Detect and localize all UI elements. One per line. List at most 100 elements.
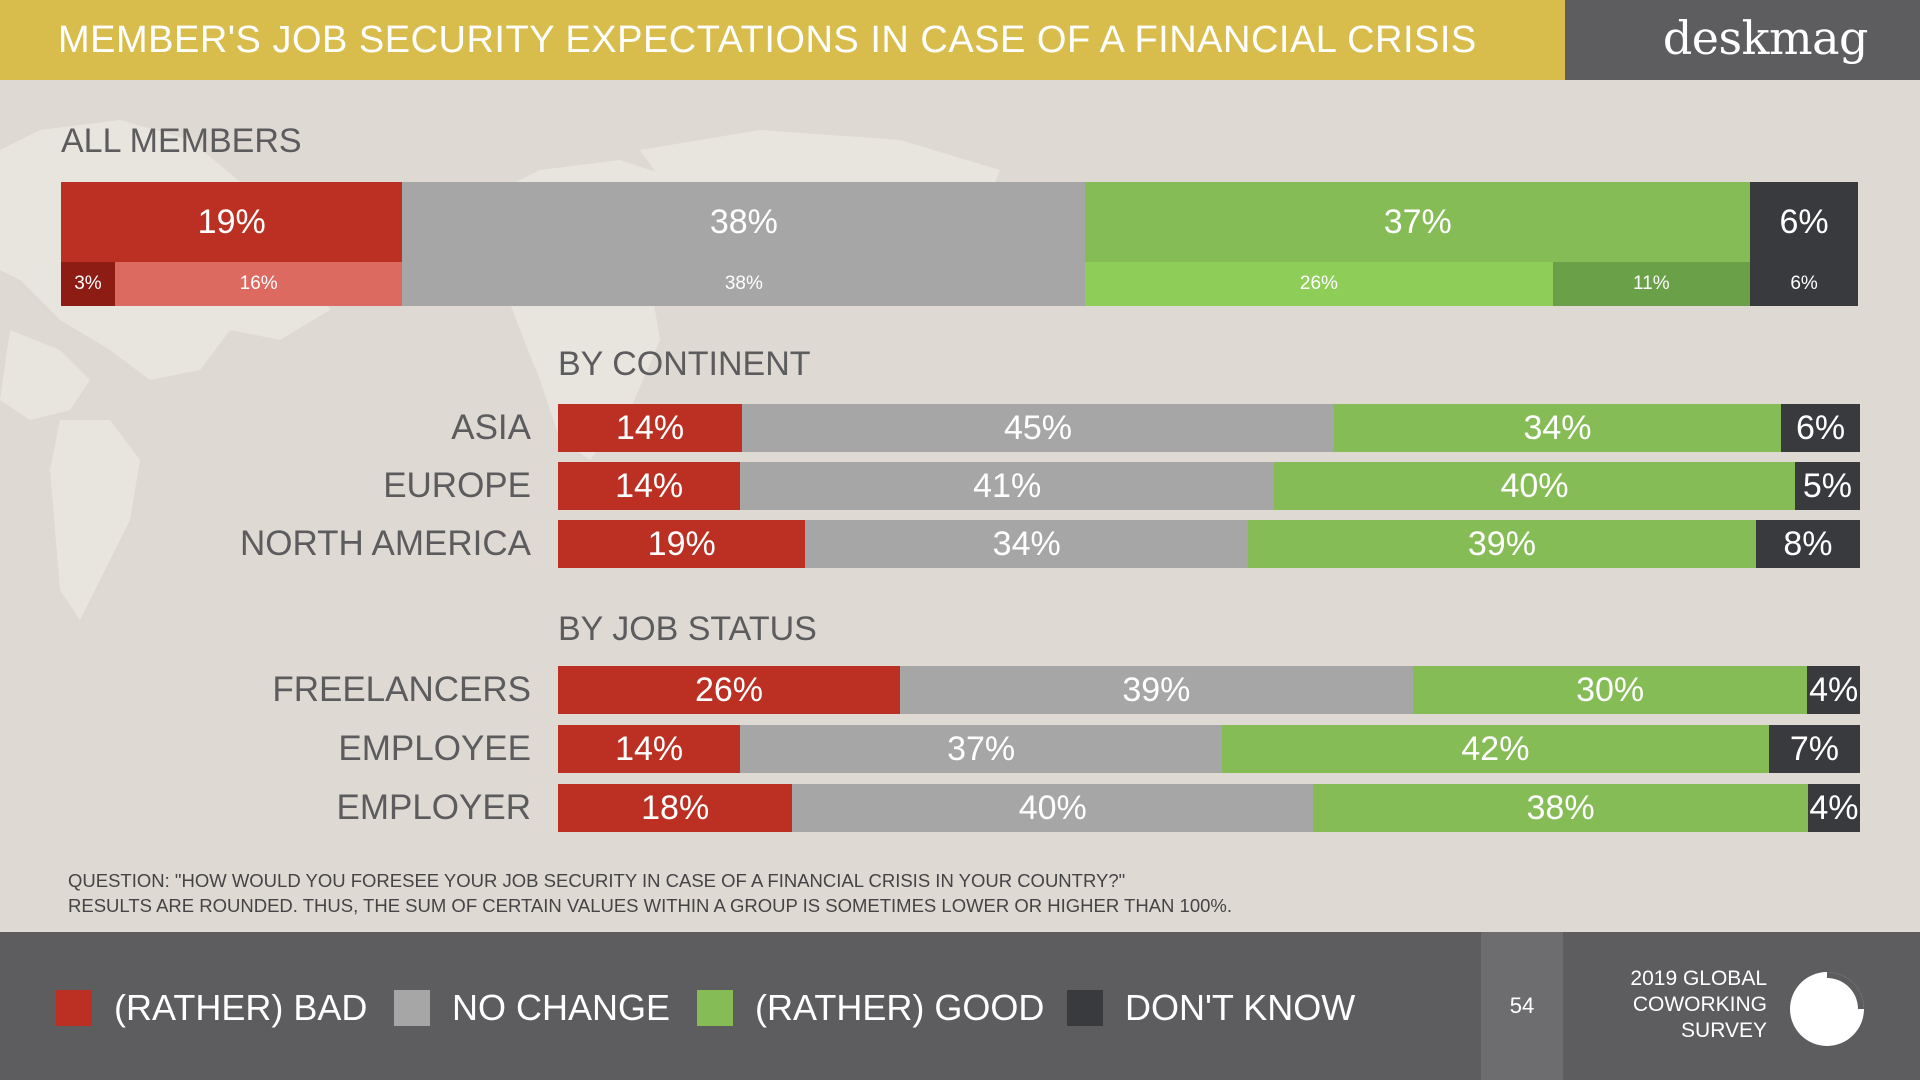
- title-band: MEMBER'S JOB SECURITY EXPECTATIONS IN CA…: [0, 0, 1565, 80]
- continent-label-europe: EUROPE: [383, 466, 531, 505]
- all-members-subsegment-dont-know-1: 6%: [1750, 262, 1858, 306]
- survey-line-2: COWORKING: [1632, 993, 1767, 1016]
- legend-swatch-dont-know: [1067, 990, 1103, 1026]
- pie-chart-icon: [1790, 972, 1864, 1046]
- all-members-subsegment-bad-2: 16%: [114, 262, 403, 306]
- job-status-label-freelancers: FREELANCERS: [272, 670, 531, 709]
- all-members-subsegment-bad-1-label: 3%: [74, 273, 102, 294]
- notes: QUESTION: "HOW WOULD YOU FORESEE YOUR JO…: [68, 868, 1232, 918]
- job-status-segment-freelancers-good: 30%: [1412, 666, 1808, 714]
- job-status-segment-employer-dont-know-label: 4%: [1809, 788, 1859, 827]
- job-status-segment-freelancers-good-label: 30%: [1576, 670, 1645, 709]
- job-status-segment-employee-dont-know-label: 7%: [1789, 729, 1839, 768]
- page-number: 54: [1509, 993, 1535, 1018]
- survey-line-3: SURVEY: [1681, 1019, 1767, 1042]
- page-title: MEMBER'S JOB SECURITY EXPECTATIONS IN CA…: [58, 19, 1477, 61]
- continent-label-asia: ASIA: [451, 408, 531, 447]
- all-members-bar: 19% 3% 16% 38% 38% 37% 26% 11% 6% 6%: [61, 182, 1858, 306]
- job-status-bar-employee: 14% 37% 42% 7%: [558, 725, 1860, 773]
- continent-label-north-america: NORTH AMERICA: [239, 524, 531, 563]
- survey-line-1: 2019 GLOBAL: [1630, 967, 1767, 990]
- all-members-subsegment-bad-2-label: 16%: [239, 273, 278, 294]
- continent-segment-north-america-dont-know: 8%: [1755, 520, 1860, 568]
- continent-segment-north-america-bad: 19%: [558, 520, 806, 568]
- all-members-segment-dont-know-label: 6%: [1779, 202, 1829, 241]
- job-status-segment-freelancers-dont-know: 4%: [1807, 666, 1860, 714]
- all-members-segment-no-change-label: 38%: [709, 202, 778, 241]
- continent-segment-europe-dont-know-label: 5%: [1802, 466, 1852, 505]
- section-title-all-members: ALL MEMBERS: [61, 122, 302, 160]
- job-status-segment-employer-bad: 18%: [558, 784, 793, 832]
- brand-logo: deskmag: [1662, 11, 1869, 65]
- job-status-segment-freelancers-bad: 26%: [558, 666, 900, 714]
- continent-segment-europe-bad-label: 14%: [615, 466, 684, 505]
- header: MEMBER'S JOB SECURITY EXPECTATIONS IN CA…: [0, 0, 1920, 80]
- continent-segment-europe-good-label: 40%: [1500, 466, 1569, 505]
- job-status-segment-employer-no-change: 40%: [792, 784, 1314, 832]
- continent-segment-north-america-no-change-label: 34%: [992, 524, 1061, 563]
- continent-segment-asia-good: 34%: [1333, 404, 1782, 452]
- continent-segment-north-america-dont-know-label: 8%: [1783, 524, 1833, 563]
- job-status-segment-freelancers-no-change: 39%: [899, 666, 1413, 714]
- legend-swatch-bad: [56, 990, 92, 1026]
- legend-item-no-change: NO CHANGE: [394, 987, 671, 1028]
- continent-segment-europe-no-change: 41%: [740, 462, 1275, 510]
- job-status-segment-employer-dont-know: 4%: [1807, 784, 1860, 832]
- all-members-segment-good-label: 37%: [1383, 202, 1452, 241]
- all-members-subsegment-no-change-1-label: 38%: [724, 273, 763, 294]
- brand-band: deskmag: [1565, 0, 1920, 80]
- continent-bar-north-america: 19% 34% 39% 8%: [558, 520, 1860, 568]
- continent-segment-europe-bad: 14%: [558, 462, 741, 510]
- continent-bar-asia: 14% 45% 34% 6%: [558, 404, 1860, 452]
- all-members-subsegment-good-2-label: 11%: [1633, 273, 1670, 294]
- job-status-segment-employee-good-label: 42%: [1461, 729, 1530, 768]
- job-status-segment-employee-bad: 14%: [558, 725, 741, 773]
- footer: [0, 932, 1920, 1080]
- job-status-segment-employer-no-change-label: 40%: [1018, 788, 1087, 827]
- all-members-subsegment-good-1: 26%: [1085, 262, 1553, 306]
- continent-segment-north-america-bad-label: 19%: [647, 524, 716, 563]
- job-status-segment-employer-bad-label: 18%: [641, 788, 710, 827]
- all-members-segment-good: 37%: [1085, 182, 1751, 262]
- job-status-bar-employer: 18% 40% 38% 4%: [558, 784, 1860, 832]
- continent-segment-asia-dont-know-label: 6%: [1795, 408, 1846, 447]
- continent-segment-asia-no-change-label: 45%: [1003, 408, 1073, 447]
- legend-item-dont-know: DON'T KNOW: [1067, 987, 1356, 1028]
- job-status-segment-employee-dont-know: 7%: [1768, 725, 1860, 773]
- job-status-label-employee: EMPLOYEE: [338, 729, 531, 768]
- all-members-subsegment-no-change-1: 38%: [402, 262, 1086, 306]
- continent-segment-europe-good: 40%: [1274, 462, 1795, 510]
- job-status-segment-employee-good: 42%: [1222, 725, 1769, 773]
- legend-swatch-no-change: [394, 990, 430, 1026]
- legend-item-bad: (RATHER) BAD: [56, 987, 367, 1028]
- section-title-by-job-status: BY JOB STATUS: [558, 610, 817, 648]
- all-members-subsegment-bad-1: 3%: [61, 262, 115, 306]
- job-status-segment-employee-bad-label: 14%: [615, 729, 684, 768]
- continent-segment-asia-bad-label: 14%: [616, 408, 685, 447]
- all-members-subsegment-good-2: 11%: [1552, 262, 1751, 306]
- job-status-label-employer: EMPLOYER: [336, 788, 532, 827]
- continent-segment-asia-no-change: 45%: [742, 404, 1334, 452]
- job-status-segment-freelancers-dont-know-label: 4%: [1809, 670, 1859, 709]
- legend-label-dont-know: DON'T KNOW: [1125, 987, 1356, 1028]
- legend-label-good: (RATHER) GOOD: [755, 987, 1045, 1028]
- page-number-box: 54: [1481, 932, 1563, 1080]
- all-members-subsegment-good-1-label: 26%: [1299, 273, 1338, 294]
- continent-segment-asia-bad: 14%: [558, 404, 743, 452]
- legend-swatch-good: [697, 990, 733, 1026]
- continent-segment-north-america-no-change: 34%: [805, 520, 1249, 568]
- all-members-segment-no-change: 38%: [402, 182, 1086, 262]
- continent-segment-europe-no-change-label: 41%: [973, 466, 1042, 505]
- legend-item-good: (RATHER) GOOD: [697, 987, 1045, 1028]
- job-status-segment-employee-no-change-label: 37%: [947, 729, 1016, 768]
- job-status-segment-freelancers-bad-label: 26%: [694, 670, 763, 709]
- continent-segment-north-america-good-label: 39%: [1467, 524, 1536, 563]
- all-members-segment-bad-label: 19%: [197, 202, 266, 241]
- all-members-segment-bad: 19%: [61, 182, 403, 262]
- job-status-segment-employer-good-label: 38%: [1526, 788, 1595, 827]
- legend-label-no-change: NO CHANGE: [452, 987, 671, 1028]
- continent-segment-europe-dont-know: 5%: [1794, 462, 1860, 510]
- job-status-segment-employer-good: 38%: [1313, 784, 1808, 832]
- continent-segment-north-america-good: 39%: [1248, 520, 1756, 568]
- job-status-segment-employee-no-change: 37%: [740, 725, 1222, 773]
